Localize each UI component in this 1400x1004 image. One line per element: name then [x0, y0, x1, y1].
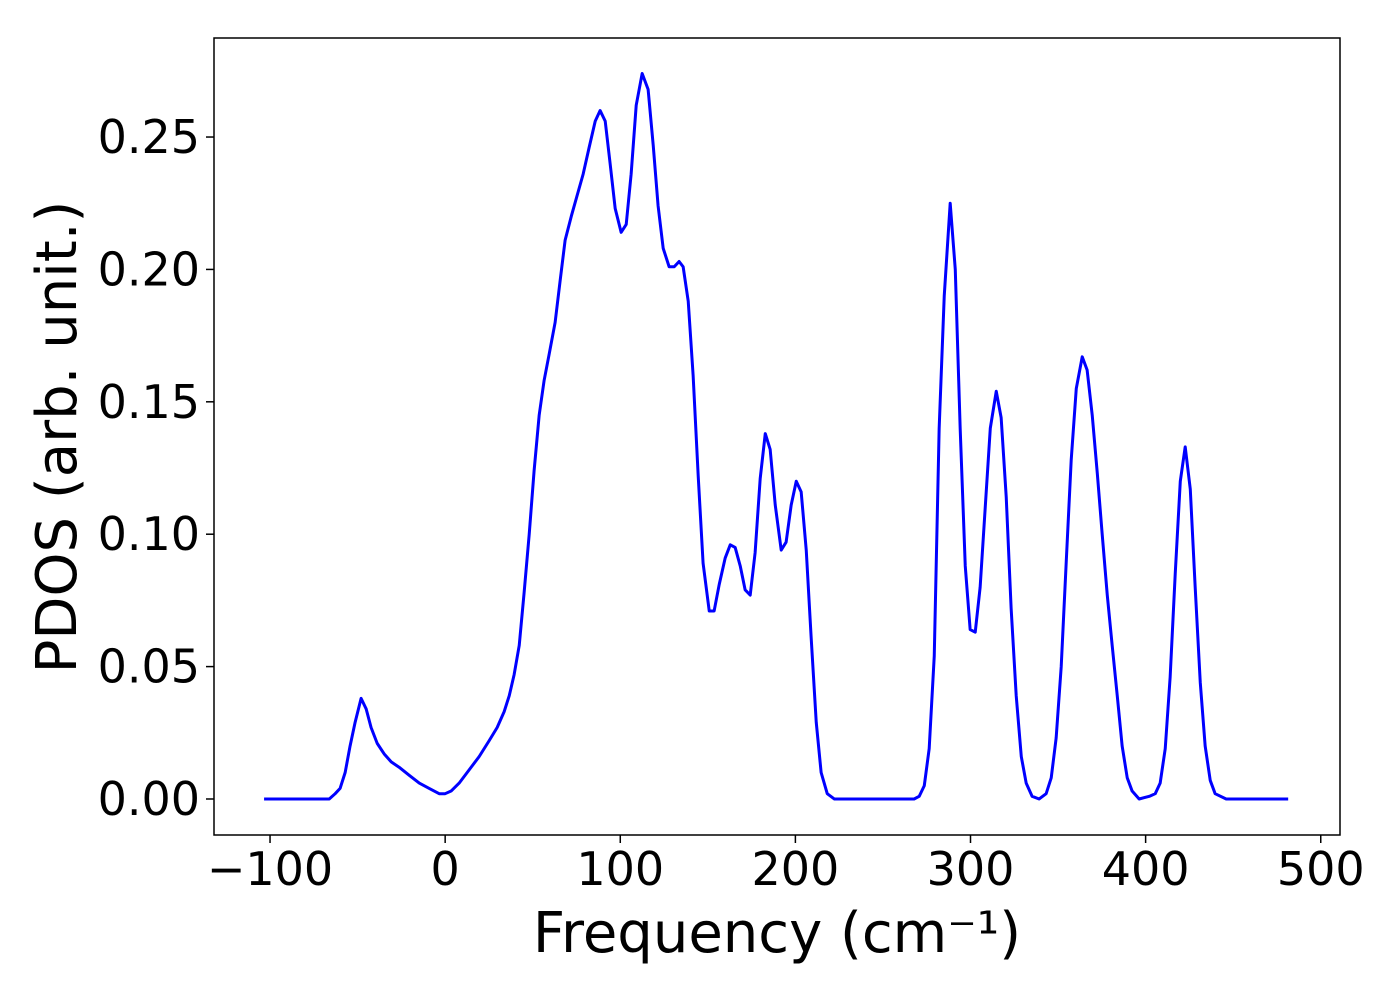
x-tick-label: 500	[1277, 842, 1365, 896]
y-tick-label: 0.20	[98, 242, 200, 296]
x-axis-label: Frequency (cm⁻¹)	[533, 901, 1021, 966]
x-tick-label: −100	[207, 842, 333, 896]
x-tick-label: 400	[1102, 842, 1190, 896]
y-axis-label: PDOS (arb. unit.)	[25, 201, 90, 674]
x-tick-label: 0	[431, 842, 460, 896]
y-tick-label: 0.15	[98, 375, 200, 429]
y-tick-label: 0.25	[98, 110, 200, 164]
data-line	[264, 71, 1289, 801]
x-tick-label: 100	[576, 842, 664, 896]
y-tick-label: 0.05	[98, 640, 200, 694]
y-tick-label: 0.00	[98, 772, 200, 826]
x-tick-label: 300	[927, 842, 1015, 896]
x-tick-label: 200	[751, 842, 839, 896]
plot-frame	[213, 37, 1341, 836]
y-tick-label: 0.10	[98, 507, 200, 561]
